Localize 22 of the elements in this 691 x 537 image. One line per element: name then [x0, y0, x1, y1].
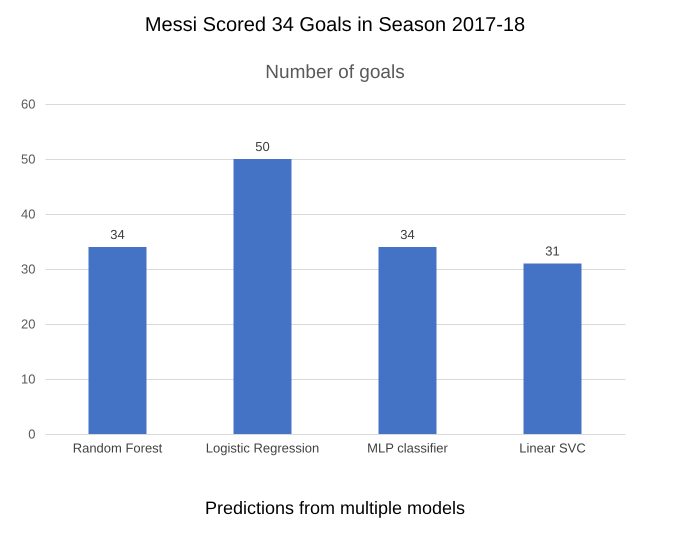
bar: [524, 264, 582, 434]
y-tick-label: 20: [21, 316, 36, 332]
chart-title: Messi Scored 34 Goals in Season 2017-18: [144, 14, 526, 36]
x-tick-label: Random Forest: [72, 440, 163, 456]
data-label: 31: [545, 244, 560, 258]
y-tick-label: 30: [21, 262, 36, 276]
text: Predictions from multiple models: [204, 498, 466, 518]
x-tick-label: MLP classifier: [367, 440, 448, 456]
bar: [88, 247, 146, 434]
data-label: 34: [110, 227, 125, 242]
bar: [378, 247, 436, 434]
y-tick-label: 50: [21, 152, 36, 166]
chart-subtitle: Number of goals: [265, 62, 405, 83]
y-tick-label: 60: [21, 96, 36, 112]
data-label: 34: [400, 227, 415, 242]
y-tick-label: 10: [21, 372, 36, 386]
x-tick-label: Linear SVC: [519, 440, 586, 456]
data-label: 50: [255, 139, 270, 154]
y-tick-label: 0: [28, 426, 36, 442]
bar: [234, 159, 292, 434]
x-tick-label: Logistic Regression: [206, 440, 320, 456]
y-tick-label: 40: [21, 206, 36, 222]
